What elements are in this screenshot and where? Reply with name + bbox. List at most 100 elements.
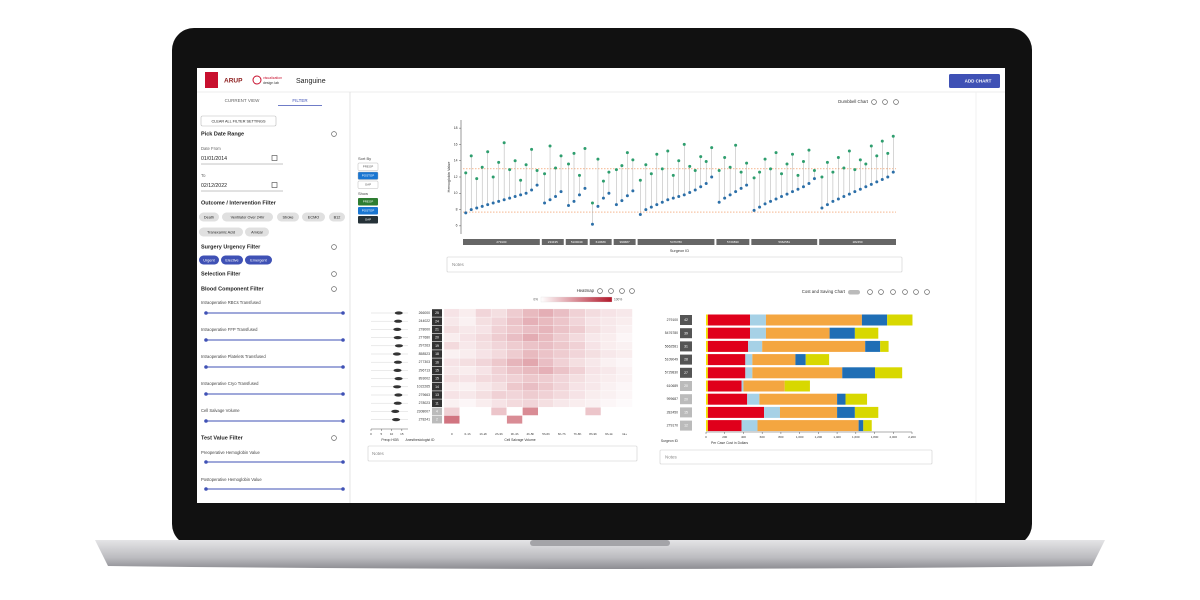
slider-thumb[interactable] — [341, 419, 345, 423]
preop-dot — [825, 160, 829, 164]
filter-chip[interactable] — [199, 212, 219, 222]
sort-button[interactable] — [357, 180, 379, 189]
panel-icon[interactable] — [871, 99, 877, 105]
button-label: PREOP — [363, 165, 374, 169]
heat-cell — [459, 316, 476, 326]
reset-icon[interactable] — [331, 244, 337, 250]
slider-thumb[interactable] — [204, 338, 208, 342]
notes-box[interactable] — [659, 449, 933, 465]
postop-dot — [497, 199, 501, 203]
heat-cell — [475, 316, 492, 326]
calendar-icon[interactable] — [271, 155, 278, 161]
clear-button[interactable] — [200, 115, 277, 127]
panel-icon[interactable] — [878, 289, 884, 295]
preop-dot — [763, 157, 767, 161]
filter-chip[interactable] — [302, 212, 325, 222]
postop-dot — [567, 204, 571, 207]
count-box — [432, 333, 442, 342]
slider-thumb[interactable] — [204, 365, 208, 369]
filter-chip[interactable] — [199, 255, 219, 265]
notes-box[interactable] — [367, 445, 638, 462]
toggle[interactable] — [848, 290, 860, 295]
cost-segment — [707, 420, 742, 432]
calendar-icon[interactable] — [271, 182, 278, 188]
heat-cell — [475, 333, 492, 342]
filter-chip[interactable] — [245, 255, 272, 265]
heat-cell — [616, 382, 633, 392]
axis-label: Per Case Cost in Dollars — [711, 441, 748, 445]
preop-dot — [596, 157, 600, 161]
sort-button[interactable] — [357, 171, 379, 180]
slider-thumb[interactable] — [341, 460, 345, 464]
slider-thumb[interactable] — [204, 460, 208, 464]
postop-dot — [644, 208, 648, 212]
heat-cell — [585, 316, 602, 326]
reset-icon[interactable] — [331, 435, 337, 441]
row-label: 279663 — [419, 393, 430, 397]
heat-cell — [522, 308, 539, 318]
postop-dot — [614, 203, 618, 207]
slider-thumb[interactable] — [341, 392, 345, 396]
heat-cell — [600, 357, 617, 367]
filter-chip[interactable] — [222, 212, 273, 222]
filter-chip[interactable] — [221, 255, 243, 265]
filter-chip[interactable] — [329, 212, 345, 222]
preop-dot — [475, 177, 479, 181]
preop-dot — [655, 152, 659, 156]
heat-cell — [459, 382, 476, 392]
preop-dot — [710, 146, 714, 150]
panel-icon[interactable] — [902, 289, 908, 295]
heat-cell — [522, 357, 539, 367]
postop-dot — [801, 185, 805, 189]
preop-dot — [486, 150, 490, 154]
reset-icon[interactable] — [331, 271, 337, 277]
postop-dot — [858, 187, 862, 191]
panel-icon[interactable] — [882, 99, 888, 105]
panel-icon[interactable] — [619, 288, 625, 294]
heat-cell — [459, 366, 476, 375]
filter-chip[interactable] — [245, 227, 269, 237]
show-button[interactable] — [358, 207, 378, 215]
count-box — [680, 381, 692, 391]
count-label: 42 — [684, 318, 688, 322]
filter-chip[interactable] — [277, 212, 299, 222]
button-label: POSTOP — [362, 209, 374, 213]
panel-icon[interactable] — [924, 289, 930, 295]
slider-thumb[interactable] — [341, 365, 345, 369]
panel-icon[interactable] — [890, 289, 896, 295]
slider-thumb[interactable] — [204, 311, 208, 315]
cost-segment — [854, 406, 879, 418]
heat-cell — [538, 374, 555, 383]
count-label: 15 — [684, 410, 688, 414]
cost-segment — [757, 420, 859, 432]
panel-icon[interactable] — [867, 289, 873, 295]
heat-cell — [553, 316, 570, 326]
count-box — [680, 354, 692, 365]
axis-label: Anesthesiologist ID — [405, 438, 435, 442]
show-button[interactable] — [358, 216, 378, 224]
reset-icon[interactable] — [331, 131, 337, 137]
add-chart-button[interactable] — [949, 74, 1000, 88]
notes-box[interactable] — [446, 256, 903, 273]
slider-thumb[interactable] — [204, 419, 208, 423]
preop-dot — [796, 173, 800, 177]
panel-icon[interactable] — [913, 289, 919, 295]
filter-chip[interactable] — [199, 227, 243, 237]
x-tick-label: 2,200 — [908, 435, 916, 439]
show-button[interactable] — [358, 198, 378, 206]
panel-icon[interactable] — [608, 288, 614, 294]
slider-thumb[interactable] — [204, 487, 208, 491]
postop-dot — [836, 197, 840, 201]
panel-icon[interactable] — [629, 288, 635, 294]
sort-button[interactable] — [357, 162, 379, 171]
slider-thumb[interactable] — [341, 487, 345, 491]
panel-icon[interactable] — [893, 99, 899, 105]
slider-thumb[interactable] — [341, 338, 345, 342]
row-label: 893002 — [419, 376, 430, 380]
count-box — [432, 309, 442, 317]
slider-thumb[interactable] — [204, 392, 208, 396]
reset-icon[interactable] — [331, 286, 337, 292]
cost-segment — [795, 354, 806, 366]
panel-icon[interactable] — [597, 288, 603, 294]
slider-thumb[interactable] — [341, 311, 345, 315]
